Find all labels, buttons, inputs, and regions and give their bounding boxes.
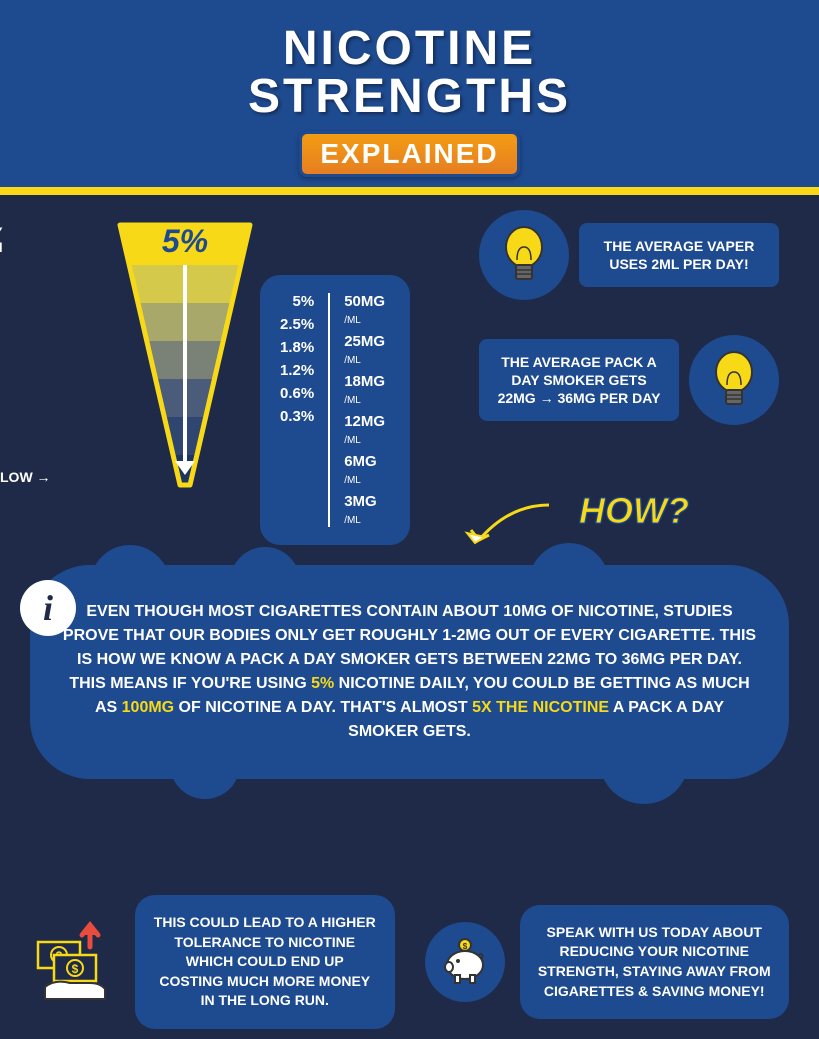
conv-pct: 1.8% [280, 339, 314, 356]
conv-mg: 3MG /ML [344, 493, 390, 527]
tolerance-text: THIS COULD LEAD TO A HIGHER TOLERANCE TO… [135, 895, 395, 1029]
fact-smoker: THE AVERAGE PACK A DAY SMOKER GETS 22MG … [479, 335, 779, 425]
conv-pct: 2.5% [280, 316, 314, 333]
conv-pct: 5% [280, 293, 314, 310]
fact2-text: THE AVERAGE PACK A DAY SMOKER GETS 22MG … [479, 339, 679, 422]
bulb-circle [479, 210, 569, 300]
piggy-circle: $ [425, 922, 505, 1002]
conv-mg: 6MG /ML [344, 453, 390, 487]
gauge-section: VERYHIGH LOW 5% [30, 215, 410, 495]
conv-mg: 12MG /ML [344, 413, 390, 447]
curved-arrow-icon [459, 495, 559, 555]
lightbulb-icon [499, 225, 549, 285]
conv-mg: 18MG /ML [344, 373, 390, 407]
conv-pct: 1.2% [280, 362, 314, 379]
svg-text:$: $ [462, 942, 467, 951]
fact-vaper: THE AVERAGE VAPER USES 2ML PER DAY! [479, 210, 779, 300]
lightbulb-icon [709, 350, 759, 410]
header: NICOTINE STRENGTHS EXPLAINED [0, 0, 819, 195]
strength-funnel: 5% [110, 215, 260, 495]
cloud-text: EVEN THOUGH MOST CIGARETTES CONTAIN ABOU… [60, 600, 759, 744]
bulb-circle [689, 335, 779, 425]
explained-badge: EXPLAINED [299, 131, 519, 177]
conv-mg: 25MG /ML [344, 333, 390, 367]
svg-text:$: $ [72, 962, 79, 976]
arrow-down-icon [183, 265, 187, 465]
conv-mg: 50MG /ML [344, 293, 390, 327]
title-line1: NICOTINE [0, 25, 819, 73]
info-icon: i [20, 580, 76, 636]
savings-text: SPEAK WITH US TODAY ABOUT REDUCING YOUR … [520, 905, 790, 1019]
very-high-label: VERYHIGH [0, 225, 3, 273]
content: VERYHIGH LOW 5% [0, 195, 819, 1039]
info-cloud: i EVEN THOUGH MOST CIGARETTES CONTAIN AB… [30, 565, 789, 779]
conv-pct: 0.3% [280, 408, 314, 425]
title-line2: STRENGTHS [0, 73, 819, 121]
conversion-table: 5% 2.5% 1.8% 1.2% 0.6% 0.3% 50MG /ML 25MG /ML 18… [260, 275, 410, 545]
bottom-row: $ $ THIS COULD LEAD TO A HIGHER TOLERANC… [30, 895, 789, 1029]
money-hand-icon: $ $ [30, 917, 120, 1007]
top-percent: 5% [162, 223, 208, 260]
savings-box: $ SPEAK WITH US TODAY ABOUT REDUCING YOU… [425, 895, 790, 1029]
fact1-text: THE AVERAGE VAPER USES 2ML PER DAY! [579, 223, 779, 287]
piggy-bank-icon: $ [440, 937, 490, 987]
how-label: HOW? [579, 490, 689, 532]
tolerance-box: $ $ THIS COULD LEAD TO A HIGHER TOLERANC… [30, 895, 395, 1029]
low-label: LOW [0, 469, 51, 485]
conv-pct: 0.6% [280, 385, 314, 402]
